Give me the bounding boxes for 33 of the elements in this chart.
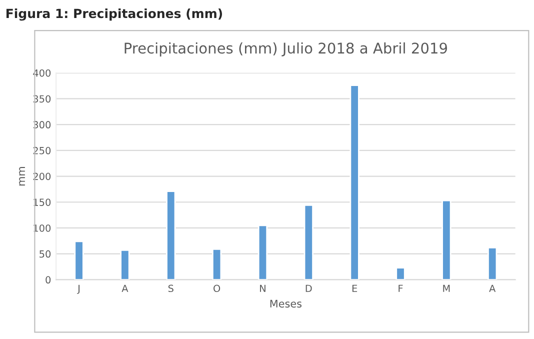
y-tick-label: 400 [33,69,51,77]
bar [166,190,176,280]
y-tick-label: 100 [34,224,51,232]
y-tick-label: 350 [33,95,51,103]
bar [304,204,314,280]
y-tick-label: 50 [40,250,51,258]
x-tick-label: S [168,284,174,292]
x-tick-label: A [489,284,496,292]
bar [120,250,130,280]
x-tick-label: M [443,284,450,292]
x-tick-label: N [260,284,266,292]
x-tick-label: O [214,284,220,292]
y-tick-label: 300 [33,121,51,128]
chart-title: Figura 1: Precipitaciones (mm) [6,8,222,21]
x-tick-label: D [306,284,312,292]
bar [74,240,84,280]
x-axis-title: Meses [270,300,302,308]
x-tick-label: F [398,284,403,292]
x-tick-label: J [77,284,80,294]
x-tick-label: E [352,284,358,292]
y-tick-label: 0 [46,276,51,284]
bar [442,200,452,280]
bar [258,224,268,280]
x-tick-label: A [122,284,128,292]
chart-subtitle: Precipitaciones (mm) Julio 2018 a Abril 2019 [124,42,448,56]
y-axis-title: mm [19,167,25,186]
bar [488,246,498,280]
y-tick-label: 250 [33,146,51,154]
bar [212,248,222,280]
bar [350,84,360,280]
bar [396,267,406,280]
y-tick-label: 200 [33,172,51,180]
y-tick-label: 150 [34,198,51,206]
